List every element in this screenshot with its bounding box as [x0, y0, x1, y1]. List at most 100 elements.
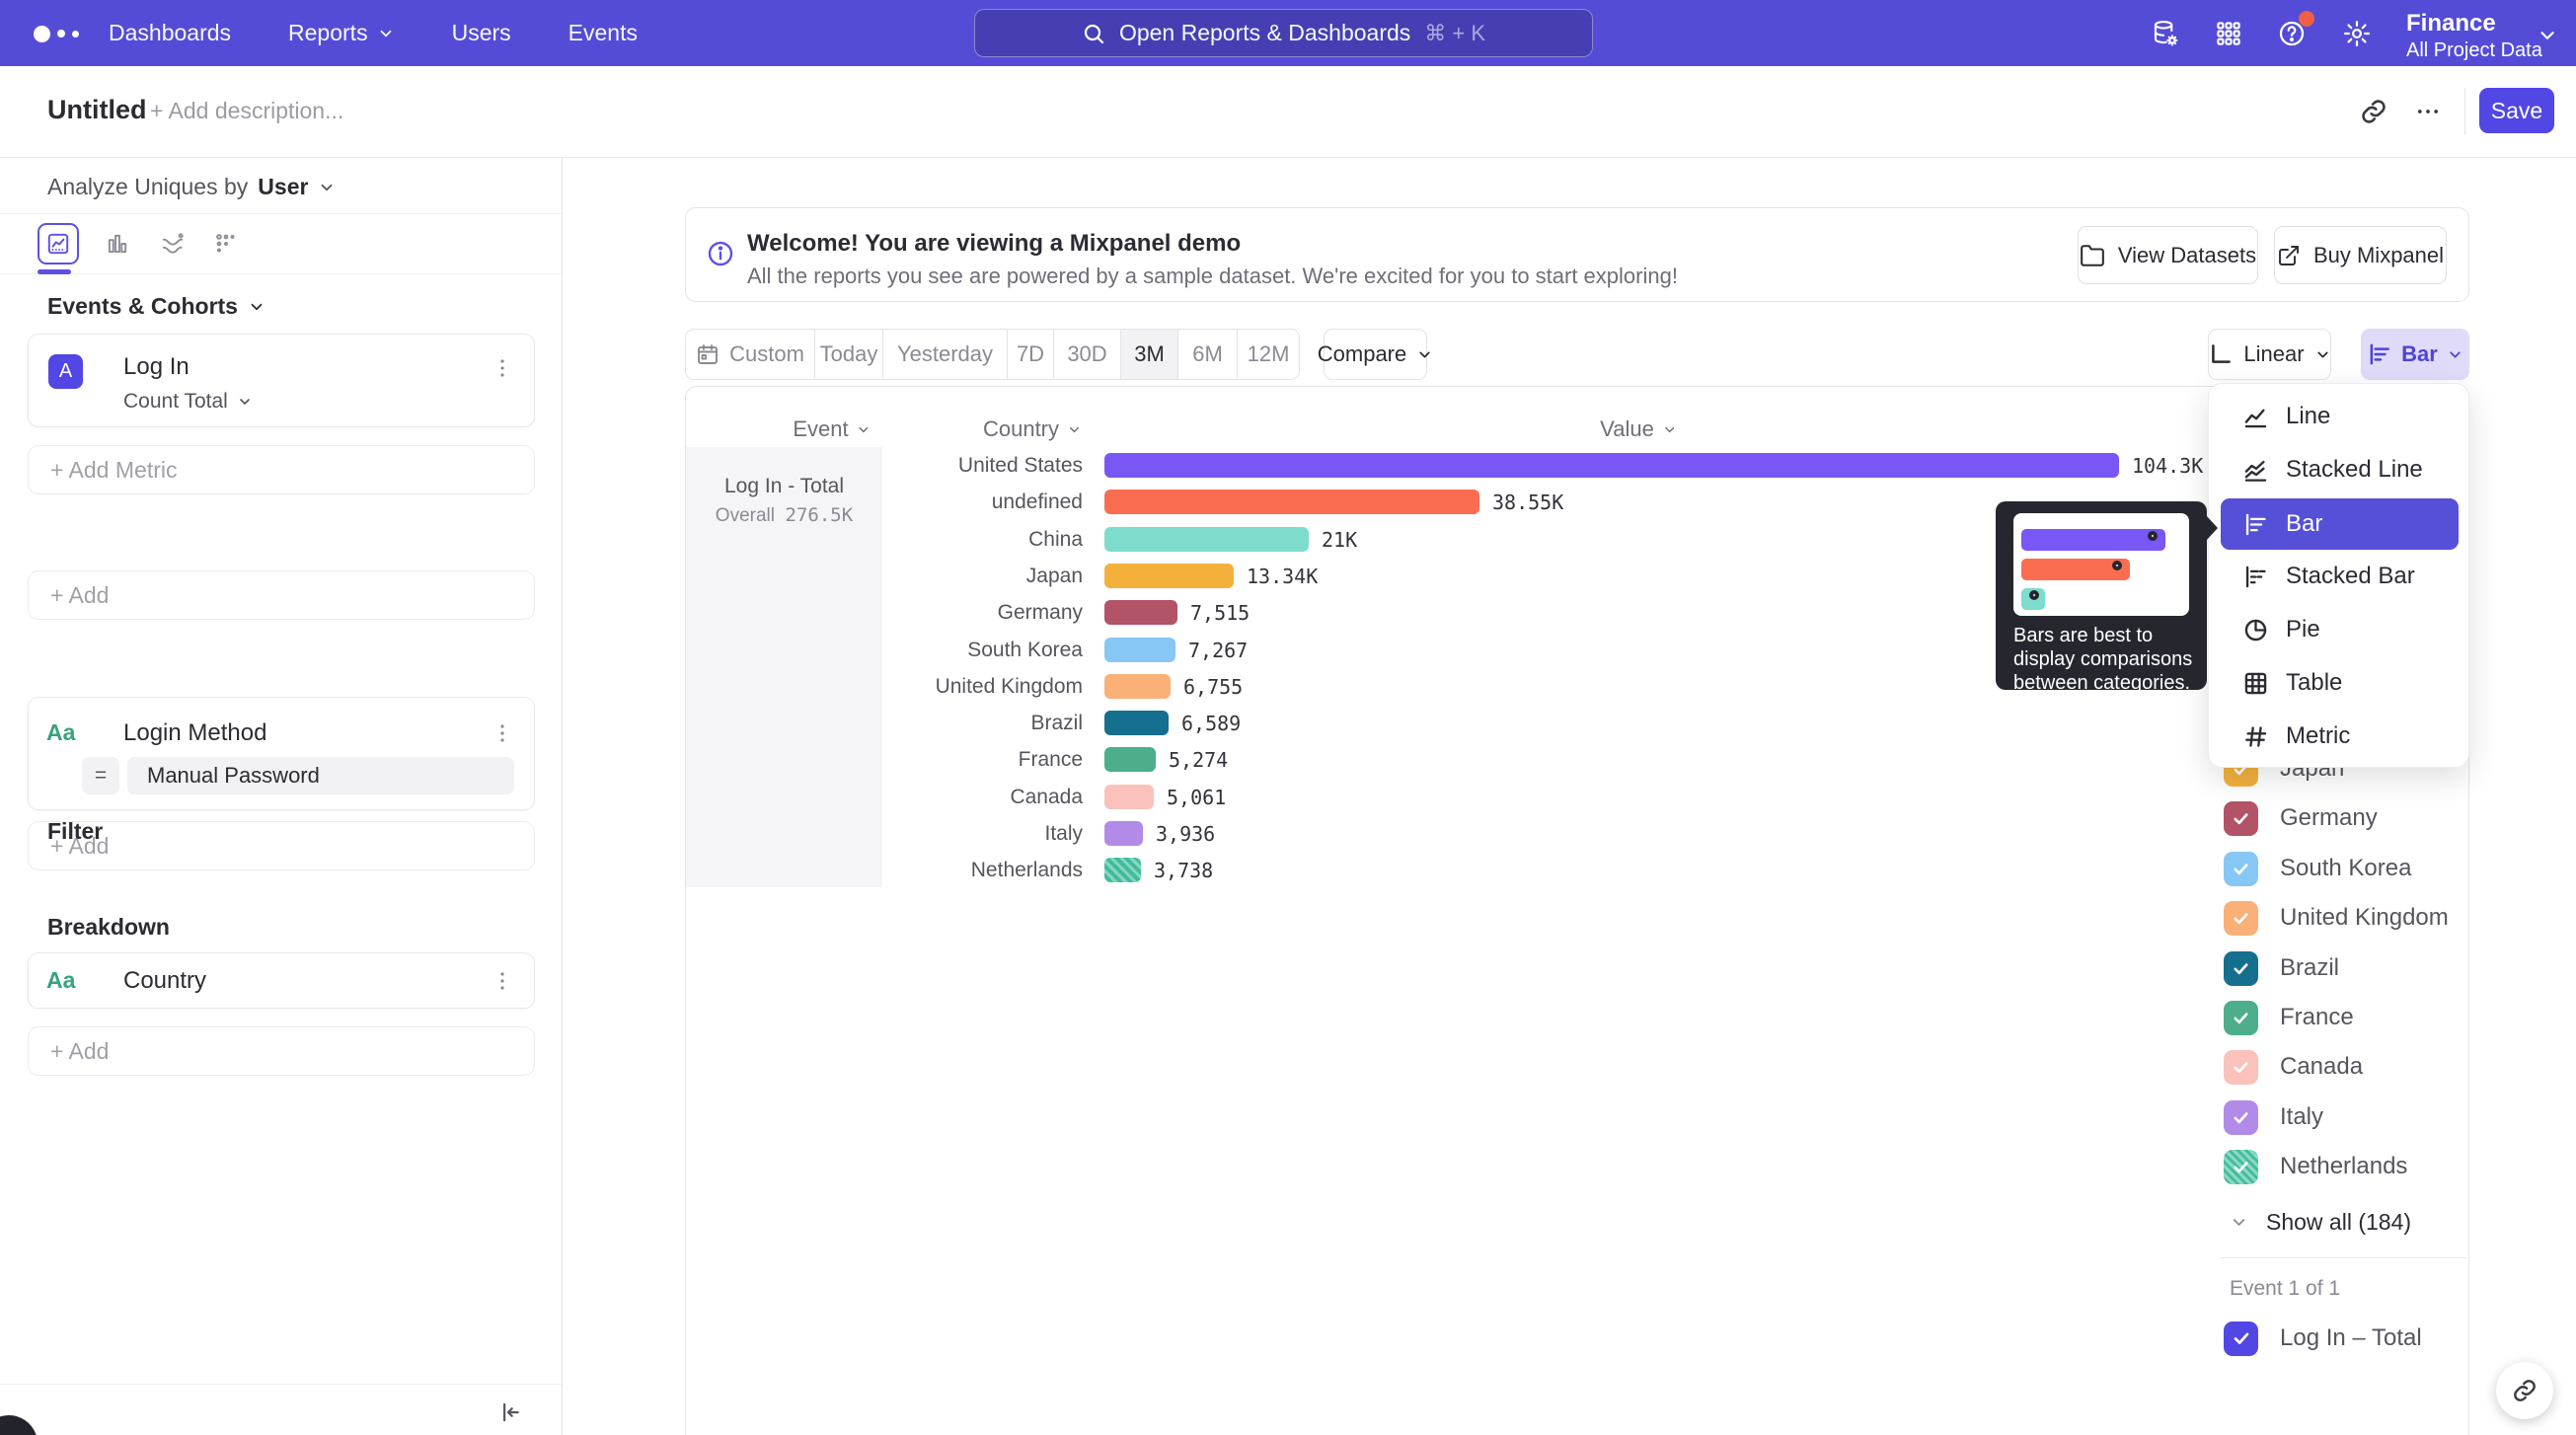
- bar[interactable]: [1104, 453, 2119, 478]
- bar-row-netherlands[interactable]: Netherlands 3,738: [685, 852, 2215, 888]
- legend-item-united-kingdom[interactable]: United Kingdom: [2208, 893, 2477, 943]
- menu-item-table[interactable]: Table: [2209, 656, 2468, 710]
- date-range-6m[interactable]: 6M: [1178, 330, 1238, 379]
- add-description-field[interactable]: + Add description...: [150, 98, 344, 123]
- bar-row-germany[interactable]: Germany 7,515: [685, 594, 2215, 631]
- date-range-yesterday[interactable]: Yesterday: [883, 330, 1008, 379]
- aggregation-selector[interactable]: Count Total: [123, 390, 253, 414]
- bar[interactable]: [1104, 821, 1143, 846]
- buy-mixpanel-button[interactable]: Buy Mixpanel: [2274, 226, 2447, 284]
- date-range-30d[interactable]: 30D: [1054, 330, 1121, 379]
- bar[interactable]: [1104, 858, 1141, 882]
- tab-retention[interactable]: [205, 223, 247, 264]
- collapse-sidebar-icon[interactable]: [490, 1395, 529, 1430]
- legend-item-italy[interactable]: Italy: [2208, 1093, 2477, 1142]
- bar-row-undefined[interactable]: undefined 38.55K: [685, 484, 2215, 520]
- checkbox-checked[interactable]: [2224, 1099, 2258, 1135]
- bar-row-china[interactable]: China 21K: [685, 521, 2215, 558]
- bar-row-united-kingdom[interactable]: United Kingdom 6,755: [685, 668, 2215, 705]
- legend-item-brazil[interactable]: Brazil: [2208, 944, 2477, 993]
- formulas-add-button[interactable]: + Add: [28, 570, 535, 620]
- bar[interactable]: [1104, 564, 1234, 588]
- more-options-icon[interactable]: [2408, 92, 2448, 131]
- menu-item-line[interactable]: Line: [2209, 390, 2468, 443]
- checkbox-checked[interactable]: [2224, 1149, 2258, 1184]
- share-link-fab[interactable]: [2496, 1362, 2553, 1419]
- bar[interactable]: [1104, 747, 1156, 772]
- tab-funnels-bars[interactable]: [97, 223, 138, 264]
- help-icon[interactable]: [2273, 11, 2314, 52]
- scale-linear-button[interactable]: Linear: [2208, 329, 2331, 380]
- checkbox-checked[interactable]: [2224, 1000, 2258, 1035]
- date-range-12m[interactable]: 12M: [1247, 341, 1290, 366]
- bar[interactable]: [1104, 527, 1309, 552]
- chevron-down-icon[interactable]: [318, 179, 336, 196]
- save-button[interactable]: Save: [2479, 88, 2554, 133]
- bar[interactable]: [1104, 711, 1169, 735]
- checkbox-checked[interactable]: [2224, 900, 2258, 936]
- compare-button[interactable]: Compare: [1318, 329, 1430, 380]
- date-range-today[interactable]: Today: [815, 330, 883, 379]
- mixpanel-logo-icon[interactable]: [34, 22, 103, 45]
- view-datasets-button[interactable]: View Datasets: [2078, 226, 2258, 284]
- add-metric-button[interactable]: + Add Metric: [28, 445, 535, 494]
- events-cohorts-header[interactable]: Events & Cohorts: [47, 293, 265, 320]
- filter-operator[interactable]: =: [82, 757, 119, 794]
- tab-flows[interactable]: [152, 223, 193, 264]
- tab-insights-line[interactable]: [38, 223, 79, 264]
- kebab-menu-icon[interactable]: [487, 718, 518, 749]
- bar[interactable]: [1104, 490, 1479, 514]
- data-management-icon[interactable]: [2147, 15, 2184, 52]
- menu-item-pie[interactable]: Pie: [2209, 603, 2468, 656]
- bar[interactable]: [1104, 638, 1175, 662]
- bar[interactable]: [1104, 600, 1177, 625]
- checkbox-checked[interactable]: [2224, 851, 2258, 886]
- filter-add-button[interactable]: + Add: [28, 821, 535, 870]
- filter-card[interactable]: Aa Login Method = Manual Password: [28, 697, 535, 810]
- metric-card-log-in[interactable]: A Log In Count Total: [28, 334, 535, 427]
- kebab-menu-icon[interactable]: [487, 352, 518, 384]
- column-header-value[interactable]: Value: [1600, 416, 1677, 442]
- breakdown-property-name[interactable]: Country: [123, 967, 207, 994]
- breakdown-add-button[interactable]: + Add: [28, 1026, 535, 1076]
- filter-value[interactable]: Manual Password: [127, 757, 514, 794]
- legend-item-germany[interactable]: Germany: [2208, 793, 2477, 843]
- copy-link-icon[interactable]: [2354, 92, 2393, 131]
- bar-row-italy[interactable]: Italy 3,936: [685, 815, 2215, 852]
- date-range-7d[interactable]: 7D: [1008, 330, 1054, 379]
- checkbox-checked[interactable]: [2224, 950, 2258, 986]
- menu-item-bar[interactable]: Bar: [2221, 498, 2459, 550]
- show-all-button[interactable]: Show all (184): [2208, 1196, 2477, 1247]
- nav-item-reports[interactable]: Reports: [288, 20, 395, 46]
- bar[interactable]: [1104, 785, 1154, 809]
- menu-item-metric[interactable]: Metric: [2209, 710, 2468, 763]
- nav-item-users[interactable]: Users: [451, 20, 511, 45]
- chart-type-bar-button[interactable]: Bar: [2361, 329, 2469, 380]
- nav-item-dashboards[interactable]: Dashboards: [109, 20, 232, 45]
- bar-row-france[interactable]: France 5,274: [685, 741, 2215, 778]
- legend-item-france[interactable]: France: [2208, 993, 2477, 1042]
- kebab-menu-icon[interactable]: [487, 965, 518, 997]
- project-switcher[interactable]: Finance All Project Data: [2406, 10, 2542, 62]
- menu-item-stacked-bar[interactable]: Stacked Bar: [2209, 550, 2468, 603]
- legend-item-canada[interactable]: Canada: [2208, 1042, 2477, 1092]
- metric-name[interactable]: Log In: [123, 353, 189, 380]
- checkbox-checked[interactable]: [2224, 800, 2258, 836]
- filter-property-name[interactable]: Login Method: [123, 719, 267, 746]
- nav-item-events[interactable]: Events: [568, 20, 638, 45]
- bar-row-canada[interactable]: Canada 5,061: [685, 779, 2215, 815]
- bar-row-japan[interactable]: Japan 13.34K: [685, 558, 2215, 594]
- breakdown-card[interactable]: Aa Country: [28, 952, 535, 1009]
- settings-gear-icon[interactable]: [2338, 15, 2376, 52]
- checkbox-checked[interactable]: [2224, 1049, 2258, 1085]
- bar-row-south-korea[interactable]: South Korea 7,267: [685, 632, 2215, 668]
- legend-item-south-korea[interactable]: South Korea: [2208, 844, 2477, 893]
- legend-item-netherlands[interactable]: Netherlands: [2208, 1142, 2477, 1191]
- bar-row-brazil[interactable]: Brazil 6,589: [685, 705, 2215, 741]
- bar[interactable]: [1104, 674, 1171, 699]
- date-range-custom[interactable]: Custom: [686, 330, 815, 379]
- column-header-country[interactable]: Country: [983, 416, 1082, 442]
- global-search-input[interactable]: Open Reports & Dashboards ⌘ + K: [974, 9, 1593, 57]
- checkbox-checked[interactable]: [2224, 1321, 2258, 1356]
- apps-grid-icon[interactable]: [2210, 15, 2247, 52]
